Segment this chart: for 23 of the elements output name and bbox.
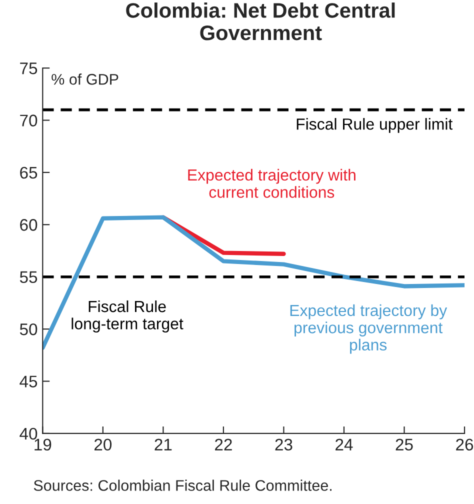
y-tick-label: 40 bbox=[20, 428, 38, 440]
x-tick-label: 19 bbox=[34, 438, 52, 451]
y-axis-title: % of GDP bbox=[52, 74, 118, 85]
y-tick-label: 75 bbox=[20, 62, 38, 74]
x-tick-label: 21 bbox=[154, 438, 172, 450]
y-tick-label: 70 bbox=[20, 114, 38, 126]
y-tick-label: 45 bbox=[20, 376, 38, 388]
y-tick-label: 60 bbox=[20, 219, 38, 231]
ref-line-label: Fiscal Rule upper limit bbox=[296, 118, 453, 133]
series-label: Expected trajectory with current conditions bbox=[188, 168, 356, 198]
x-tick-label: 23 bbox=[275, 438, 292, 451]
ref-line-label: Fiscal Rule long-term target bbox=[72, 300, 184, 333]
source-note: Sources: Colombian Fiscal Rule Committee. bbox=[34, 480, 332, 491]
y-tick-label: 55 bbox=[20, 271, 38, 284]
y-tick-label: 65 bbox=[20, 166, 38, 179]
chart-title: Colombia: Net Debt Central Government bbox=[126, 2, 395, 40]
x-tick-label: 26 bbox=[456, 438, 474, 451]
x-tick-label: 20 bbox=[94, 438, 112, 451]
x-tick-label: 24 bbox=[336, 438, 353, 450]
x-tick-label: 22 bbox=[215, 438, 232, 450]
y-tick-label: 50 bbox=[20, 323, 38, 336]
series-label: Expected trajectory by previous government plans bbox=[290, 304, 448, 354]
x-tick-label: 25 bbox=[396, 438, 413, 451]
